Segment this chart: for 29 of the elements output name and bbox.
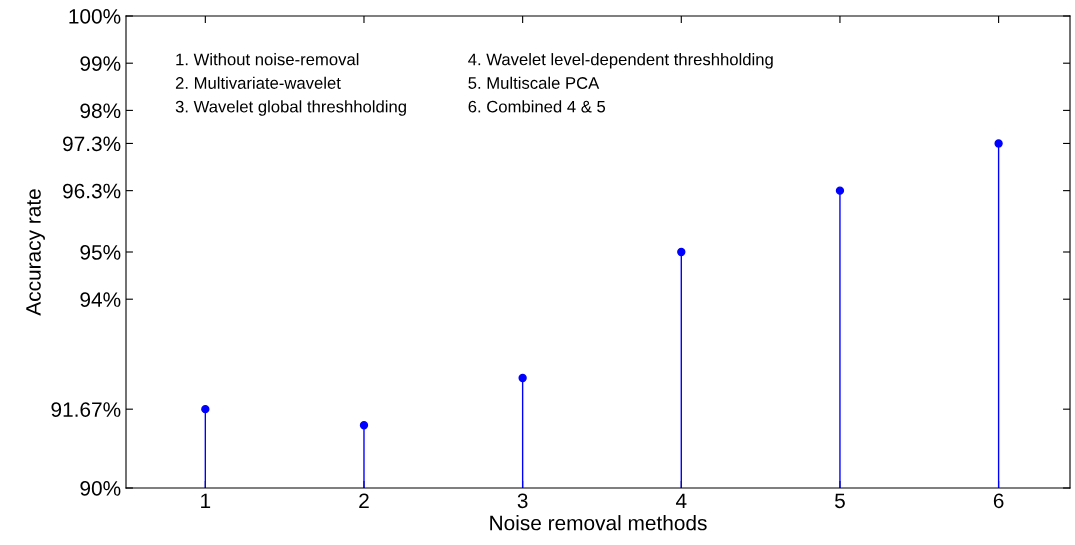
y-tick-label: 95% (80, 245, 121, 260)
point (677, 247, 686, 257)
x-tick-label: 5 (834, 493, 845, 509)
point (835, 186, 845, 195)
annotation: 4. Wavelet level-dependent threshholding (468, 53, 773, 69)
y-tick-label: 98% (80, 103, 121, 119)
annotation: 3. Wavelet global threshholding (175, 100, 406, 116)
y-tick-label: 100% (69, 9, 121, 24)
y-tick-label: 96.3% (63, 183, 121, 199)
annotation: 2. Multivariate-wavelet (175, 76, 341, 89)
annotation: 1. Without noise-removal (176, 53, 359, 66)
point (518, 373, 527, 383)
x-tick-label: 2 (359, 493, 369, 508)
y-tick-label: 99% (80, 56, 121, 71)
y-tick-label: 91.67% (51, 402, 121, 417)
x-tick-label: 3 (517, 493, 528, 509)
x-tick-label: 1 (201, 493, 211, 508)
x-tick-label: 4 (675, 493, 687, 508)
y-tick-label: 94% (80, 292, 121, 307)
point (201, 405, 210, 414)
y-axis-title: Accuracy rate (26, 189, 45, 316)
x-tick-label: 6 (993, 493, 1004, 509)
y-tick-label: 97.3% (63, 136, 121, 152)
point (359, 421, 369, 430)
annotation: 5. Multiscale PCA (468, 76, 600, 89)
point (994, 139, 1003, 148)
annotation: 6. Combined 4 & 5 (468, 100, 606, 113)
x-axis-title: Noise removal methods (490, 515, 707, 531)
y-tick-label: 90% (80, 481, 121, 496)
